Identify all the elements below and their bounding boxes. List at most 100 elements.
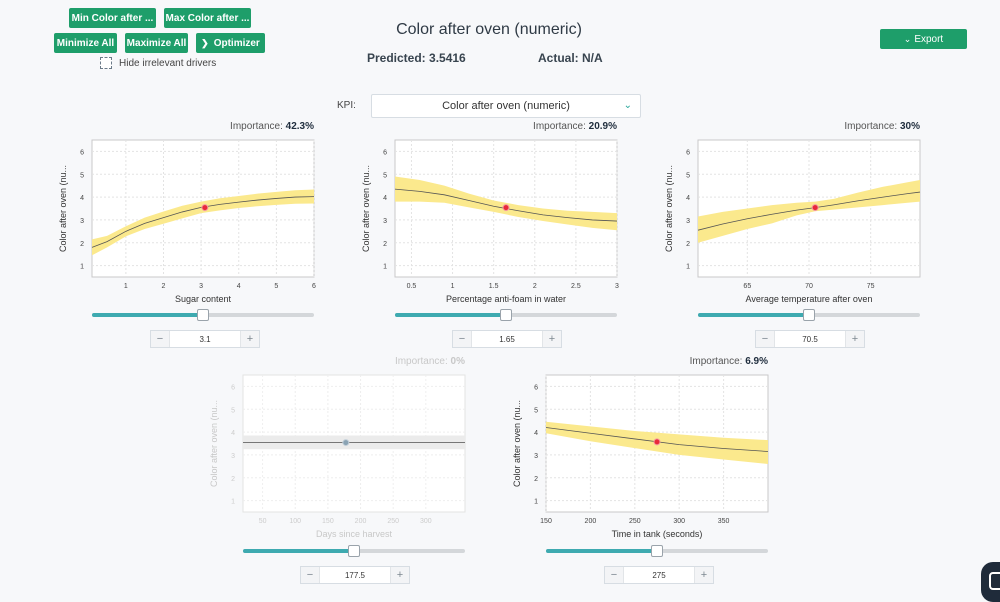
value-stepper[interactable]: −3.1 + (150, 330, 260, 348)
y-tick-label: 1 (80, 264, 84, 271)
y-axis-label: Color after oven (nu... (58, 165, 68, 252)
kpi-select[interactable]: Color after oven (numeric) ⌄ (371, 94, 641, 118)
slider-handle[interactable] (651, 545, 663, 557)
importance-value: 30% (899, 121, 920, 132)
increment-button[interactable]: + (241, 331, 259, 347)
value-stepper[interactable]: −177.5 + (300, 566, 410, 584)
x-axis-label: Sugar content (175, 294, 232, 304)
driver-slider[interactable] (395, 309, 617, 321)
y-tick-label: 4 (80, 195, 84, 202)
stepper-value[interactable]: 177.5 (319, 567, 391, 583)
x-tick-label: 1 (451, 283, 455, 290)
kpi-selected-value: Color after oven (numeric) (442, 100, 570, 112)
increment-button[interactable]: + (543, 331, 561, 347)
x-tick-label: 2.5 (571, 283, 581, 290)
value-stepper[interactable]: −70.5 + (755, 330, 865, 348)
increment-button[interactable]: + (391, 567, 409, 583)
increment-button[interactable]: + (846, 331, 864, 347)
x-tick-label: 6 (312, 283, 316, 290)
x-tick-label: 50 (259, 518, 267, 525)
value-stepper[interactable]: −275 + (604, 566, 714, 584)
maximize-all-button[interactable]: Maximize All (125, 33, 188, 53)
y-tick-label: 2 (534, 476, 538, 483)
slider-handle[interactable] (500, 309, 512, 321)
slider-handle[interactable] (197, 309, 209, 321)
partial-dependence-chart: 1 2 3 4 5 6 1 2 3 4 5 6 Sugar content Color after ove… (58, 139, 316, 304)
decrement-button[interactable]: − (605, 567, 623, 583)
importance-prefix: Importance: (394, 356, 451, 367)
decrement-button[interactable]: − (453, 331, 471, 347)
current-value-point (653, 438, 661, 446)
stepper-value[interactable]: 70.5 (774, 331, 846, 347)
chevron-right-icon: ❯ (201, 37, 209, 48)
chat-launcher[interactable] (981, 562, 1000, 602)
chevron-down-icon: ⌄ (903, 33, 912, 44)
driver-slider[interactable] (92, 309, 314, 321)
importance-value: 42.3% (285, 121, 314, 132)
x-tick-label: 0.5 (407, 283, 417, 290)
importance-value: 0% (450, 356, 465, 367)
importance-label: Importance: 42.3% (164, 121, 314, 132)
importance-value: 20.9% (588, 121, 617, 132)
slider-handle[interactable] (348, 545, 360, 557)
importance-label: Importance: 6.9% (618, 356, 768, 367)
decrement-button[interactable]: − (756, 331, 774, 347)
y-tick-label: 2 (80, 241, 84, 248)
x-tick-label: 65 (743, 283, 751, 290)
y-tick-label: 2 (231, 476, 235, 483)
y-tick-label: 2 (383, 241, 387, 248)
partial-dependence-chart: 1 2 3 4 5 6 0.5 1 1.5 2 2.5 3 Percentage anti-foam i… (361, 139, 619, 304)
current-value-point (502, 204, 510, 212)
x-tick-label: 300 (420, 518, 432, 525)
y-axis-label: Color after oven (nu... (512, 400, 522, 487)
importance-prefix: Importance: (230, 121, 286, 132)
export-button[interactable]: ⌄ Export (880, 29, 967, 49)
max-kpi-button[interactable]: Max Color after ... (164, 8, 251, 28)
chat-icon (989, 572, 1000, 590)
minimize-all-button[interactable]: Minimize All (54, 33, 117, 53)
predicted-value: Predicted: 3.5416 (367, 51, 466, 65)
x-tick-label: 3 (615, 283, 619, 290)
optimizer-label: Optimizer (213, 37, 260, 49)
decrement-button[interactable]: − (301, 567, 319, 583)
importance-label: Importance: 0% (315, 356, 465, 367)
stepper-value[interactable]: 1.65 (471, 331, 543, 347)
min-kpi-button[interactable]: Min Color after ... (69, 8, 156, 28)
x-axis-label: Percentage anti-foam in water (446, 294, 566, 304)
partial-dependence-chart: 1 2 3 4 5 6 50 100 150 200 250 300 Days since harves… (209, 374, 466, 539)
x-axis-label: Average temperature after oven (746, 294, 873, 304)
driver-slider[interactable] (698, 309, 920, 321)
driver-slider[interactable] (546, 545, 768, 557)
x-tick-label: 4 (237, 283, 241, 290)
importance-prefix: Importance: (689, 356, 746, 367)
x-tick-label: 1 (124, 283, 128, 290)
slider-fill (698, 313, 809, 317)
decrement-button[interactable]: − (151, 331, 169, 347)
actual-value: Actual: N/A (538, 51, 603, 65)
stepper-value[interactable]: 3.1 (169, 331, 241, 347)
x-tick-label: 150 (322, 518, 334, 525)
x-axis-label: Time in tank (seconds) (612, 529, 703, 539)
increment-button[interactable]: + (695, 567, 713, 583)
y-axis-label: Color after oven (nu... (664, 165, 674, 252)
y-tick-label: 3 (80, 218, 84, 225)
x-tick-label: 200 (585, 518, 597, 525)
current-value-point (811, 204, 819, 212)
x-tick-label: 3 (199, 283, 203, 290)
hide-irrelevant-toggle[interactable]: Hide irrelevant drivers (100, 57, 216, 69)
stepper-value[interactable]: 275 (623, 567, 695, 583)
hide-irrelevant-checkbox[interactable] (100, 57, 112, 69)
y-tick-label: 3 (686, 218, 690, 225)
y-tick-label: 6 (80, 149, 84, 156)
y-tick-label: 2 (686, 241, 690, 248)
importance-label: Importance: 20.9% (467, 121, 617, 132)
optimizer-button[interactable]: ❯ Optimizer (196, 33, 265, 53)
y-tick-label: 5 (80, 172, 84, 179)
driver-slider[interactable] (243, 545, 465, 557)
x-tick-label: 350 (718, 518, 730, 525)
x-tick-label: 250 (629, 518, 641, 525)
x-tick-label: 100 (289, 518, 301, 525)
x-tick-label: 70 (805, 283, 813, 290)
value-stepper[interactable]: −1.65 + (452, 330, 562, 348)
slider-handle[interactable] (803, 309, 815, 321)
